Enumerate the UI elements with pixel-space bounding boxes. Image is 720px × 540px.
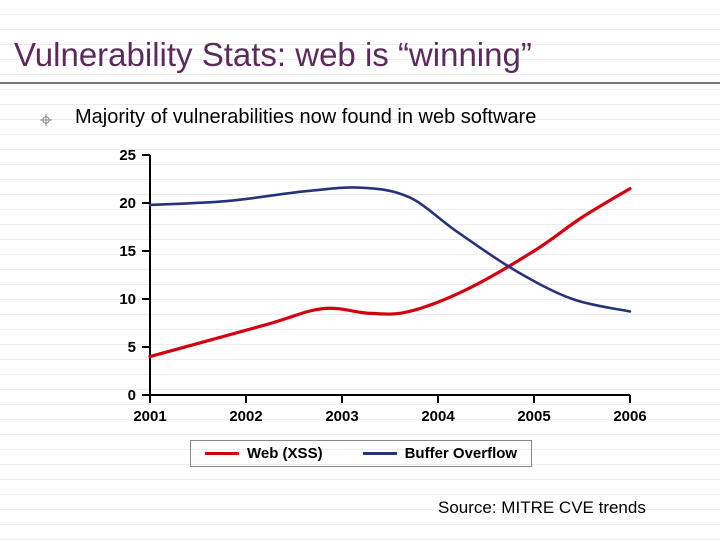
y-tick-label: 20 (119, 195, 136, 212)
x-tick-label: 2005 (517, 408, 550, 425)
y-tick-label: 5 (128, 339, 136, 356)
chart-legend: Web (XSS) Buffer Overflow (190, 440, 532, 467)
y-tick-label: 15 (119, 243, 136, 260)
series-line (150, 187, 630, 311)
legend-label: Buffer Overflow (405, 445, 518, 462)
x-tick-label: 2002 (229, 408, 262, 425)
y-tick-label: 25 (119, 147, 136, 164)
source-text: Source: MITRE CVE trends (438, 498, 646, 518)
x-tick-label: 2006 (613, 408, 646, 425)
x-tick-label: 2004 (421, 408, 455, 425)
x-tick-label: 2003 (325, 408, 358, 425)
legend-item: Buffer Overflow (363, 445, 518, 462)
legend-swatch (363, 452, 397, 455)
x-tick-label: 2001 (133, 408, 166, 425)
y-tick-label: 0 (128, 387, 136, 404)
legend-swatch (205, 452, 239, 455)
y-tick-label: 10 (119, 291, 136, 308)
series-line (150, 189, 630, 357)
legend-label: Web (XSS) (247, 445, 323, 462)
legend-item: Web (XSS) (205, 445, 323, 462)
